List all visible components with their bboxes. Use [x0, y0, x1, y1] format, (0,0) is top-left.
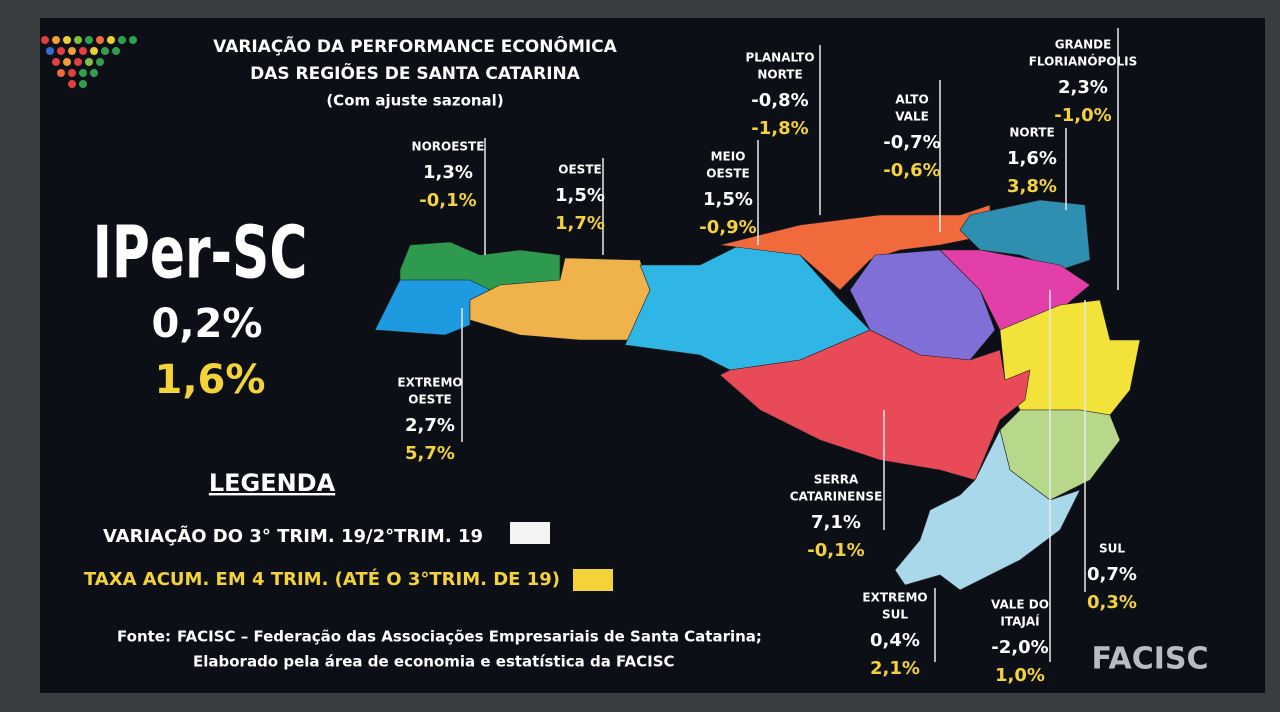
legend-title: LEGENDA	[209, 469, 336, 497]
region-accumulated: 2,1%	[870, 658, 920, 679]
index-name: IPer-SC	[93, 211, 308, 295]
title: DAS REGIÕES DE SANTA CATARINA	[250, 61, 581, 84]
region-name: GRANDE	[1055, 38, 1112, 52]
region-name: OESTE	[558, 163, 601, 177]
region-accumulated: -0,9%	[699, 217, 756, 238]
index-accumulated: 1,6%	[155, 357, 266, 403]
region-accumulated: 1,7%	[555, 213, 605, 234]
region-accumulated: -1,0%	[1054, 105, 1111, 126]
region-name: FLORIANÓPOLIS	[1029, 54, 1138, 69]
source-label: Fonte:	[117, 628, 171, 646]
region-name: ALTO	[895, 93, 928, 107]
index-quarterly: 0,2%	[152, 301, 263, 347]
region-name: CATARINENSE	[790, 490, 883, 504]
subtitle: (Com ajuste sazonal)	[326, 92, 503, 110]
region-accumulated: 1,0%	[995, 665, 1045, 686]
region-name: OESTE	[706, 167, 749, 181]
region-quarterly: -0,7%	[883, 132, 940, 153]
source-text: FACISC – Federação das Associações Empre…	[177, 628, 762, 646]
region-accumulated: 5,7%	[405, 443, 455, 464]
region-name: SERRA	[814, 473, 859, 487]
region-extremo-sul	[894, 429, 1081, 591]
legend-swatch	[510, 522, 550, 544]
logo-dots	[41, 36, 137, 88]
region-name: EXTREMO	[397, 376, 462, 390]
region-name: VALE	[895, 110, 929, 124]
region-quarterly: 1,5%	[555, 185, 605, 206]
region-accumulated: 0,3%	[1087, 592, 1137, 613]
title: VARIAÇÃO DA PERFORMANCE ECONÔMICA	[213, 34, 617, 57]
region-quarterly: -0,8%	[751, 90, 808, 111]
legend-swatch	[573, 569, 613, 591]
region-quarterly: 1,3%	[423, 162, 473, 183]
region-planalto-norte	[719, 204, 991, 291]
region-name: VALE DO	[991, 598, 1049, 612]
region-quarterly: -2,0%	[991, 637, 1048, 658]
region-quarterly: 0,7%	[1087, 564, 1137, 585]
region-accumulated: -0,1%	[807, 540, 864, 561]
legend-label: VARIAÇÃO DO 3° TRIM. 19/2°TRIM. 19	[103, 524, 483, 547]
region-name: OESTE	[408, 393, 451, 407]
source-text: Elaborado pela área de economia e estatí…	[193, 653, 675, 671]
region-accumulated: -0,1%	[419, 190, 476, 211]
region-name: MEIO	[711, 150, 746, 164]
region-accumulated: -0,6%	[883, 160, 940, 181]
region-accumulated: -1,8%	[751, 118, 808, 139]
region-name: NOROESTE	[412, 140, 485, 154]
logo: FACISC	[1091, 642, 1208, 677]
region-quarterly: 1,6%	[1007, 148, 1057, 169]
region-quarterly: 1,5%	[703, 189, 753, 210]
region-accumulated: 3,8%	[1007, 176, 1057, 197]
map	[374, 199, 1141, 591]
region-serra	[719, 329, 1031, 481]
region-name: SUL	[1099, 542, 1125, 556]
region-name: NORTE	[1009, 126, 1054, 140]
region-name: ITAJAÍ	[1000, 614, 1040, 629]
region-name: NORTE	[757, 68, 802, 82]
region-quarterly: 0,4%	[870, 630, 920, 651]
region-name: PLANALTO	[745, 51, 814, 65]
region-labels: NOROESTE 1,3% -0,1% OESTE 1,5% 1,7% MEIO OESTE 1…	[397, 28, 1137, 686]
region-quarterly: 2,7%	[405, 415, 455, 436]
region-quarterly: 7,1%	[811, 512, 861, 533]
region-quarterly: 2,3%	[1058, 77, 1108, 98]
region-name: EXTREMO	[862, 591, 927, 605]
region-noroeste	[399, 241, 561, 291]
legend-label: TAXA ACUM. EM 4 TRIM. (ATÉ O 3°TRIM. DE …	[84, 568, 560, 590]
region-name: SUL	[882, 608, 908, 622]
